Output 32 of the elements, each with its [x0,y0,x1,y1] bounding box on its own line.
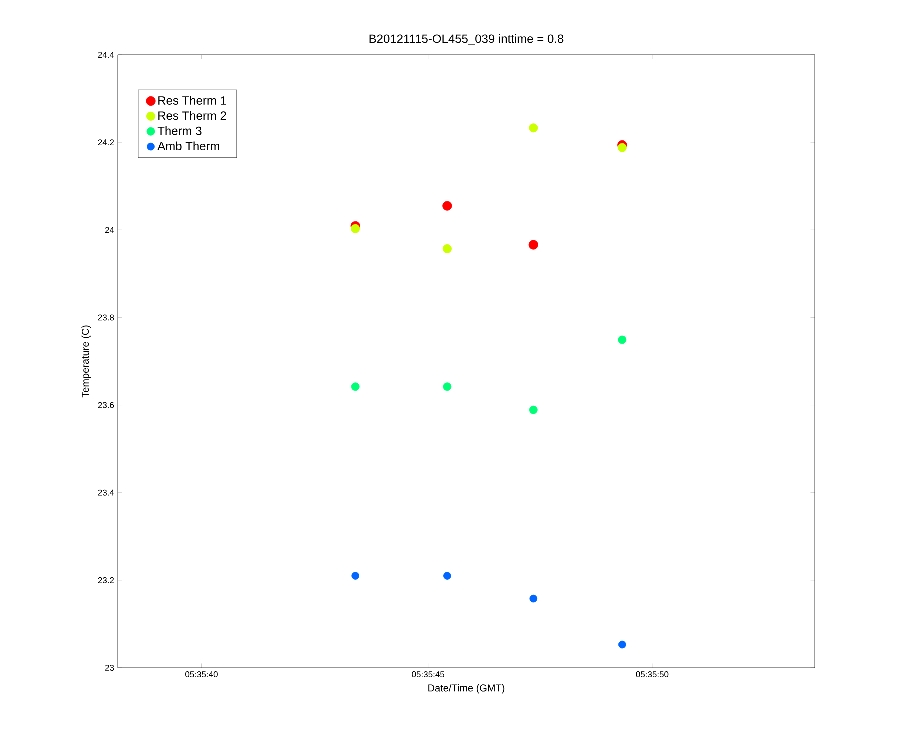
x-axis-title: Date/Time (GMT) [428,684,505,694]
point [351,382,360,392]
x-tick-label: 05:35:50 [636,672,669,678]
y-tick-label: 24.4 [98,52,114,58]
point [618,143,627,152]
x-tick-label: 05:35:40 [186,672,218,678]
point [444,572,452,580]
point [530,594,538,603]
y-tick-label: 23.6 [98,402,114,408]
point [618,640,626,649]
y-tick-label: 23.8 [98,314,114,321]
point [442,244,452,254]
y-axis-title: Temperature (C) [82,326,92,398]
y-tick-label: 23 [105,664,114,672]
y-tick-label: 23.4 [98,490,114,496]
point [529,406,538,414]
point [528,240,538,250]
point [442,201,452,211]
legend-label: Res Therm 2 [158,111,226,120]
x-tick-label: 05:35:45 [412,672,445,678]
point [351,224,360,234]
point [352,572,360,580]
point [443,382,452,392]
legend-label: Therm 3 [158,126,202,136]
point [618,336,627,344]
legend-label: Amb Therm [158,142,220,151]
y-tick-label: 23.2 [98,577,114,584]
chart-title: B20121115-OL455_039 inttime = 0.8 [370,34,564,46]
y-tick-label: 24.2 [98,140,114,146]
y-tick-label: 24 [105,227,114,234]
legend-label: Res Therm 1 [158,96,226,105]
point [529,124,538,133]
